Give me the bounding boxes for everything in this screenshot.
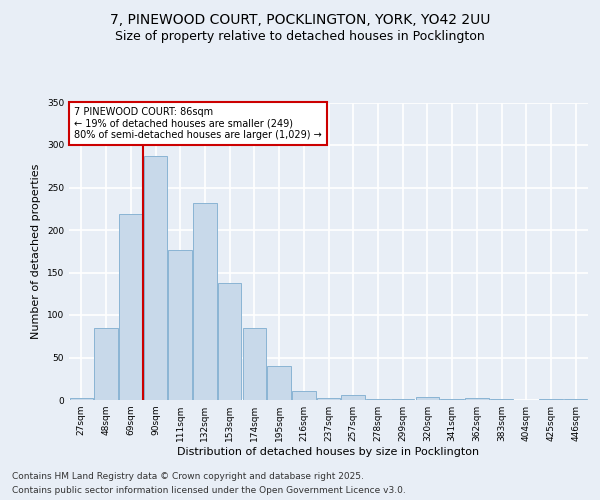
Bar	[366, 399, 389, 400]
Bar	[465, 398, 488, 400]
X-axis label: Distribution of detached houses by size in Pocklington: Distribution of detached houses by size …	[178, 447, 479, 457]
Bar	[292, 390, 316, 400]
Text: 7 PINEWOOD COURT: 86sqm
← 19% of detached houses are smaller (249)
80% of semi-d: 7 PINEWOOD COURT: 86sqm ← 19% of detache…	[74, 107, 322, 140]
Bar	[341, 395, 365, 400]
Bar	[169, 250, 192, 400]
Bar	[539, 399, 563, 400]
Text: Size of property relative to detached houses in Pocklington: Size of property relative to detached ho…	[115, 30, 485, 43]
Bar	[317, 398, 340, 400]
Bar	[268, 366, 291, 400]
Bar	[391, 399, 415, 400]
Bar	[144, 156, 167, 400]
Text: 7, PINEWOOD COURT, POCKLINGTON, YORK, YO42 2UU: 7, PINEWOOD COURT, POCKLINGTON, YORK, YO…	[110, 12, 490, 26]
Bar	[119, 214, 143, 400]
Y-axis label: Number of detached properties: Number of detached properties	[31, 164, 41, 339]
Bar	[94, 328, 118, 400]
Bar	[440, 399, 464, 400]
Bar	[193, 203, 217, 400]
Bar	[490, 399, 513, 400]
Bar	[564, 399, 587, 400]
Bar	[242, 328, 266, 400]
Bar	[416, 398, 439, 400]
Bar	[218, 282, 241, 400]
Bar	[70, 398, 93, 400]
Text: Contains public sector information licensed under the Open Government Licence v3: Contains public sector information licen…	[12, 486, 406, 495]
Text: Contains HM Land Registry data © Crown copyright and database right 2025.: Contains HM Land Registry data © Crown c…	[12, 472, 364, 481]
